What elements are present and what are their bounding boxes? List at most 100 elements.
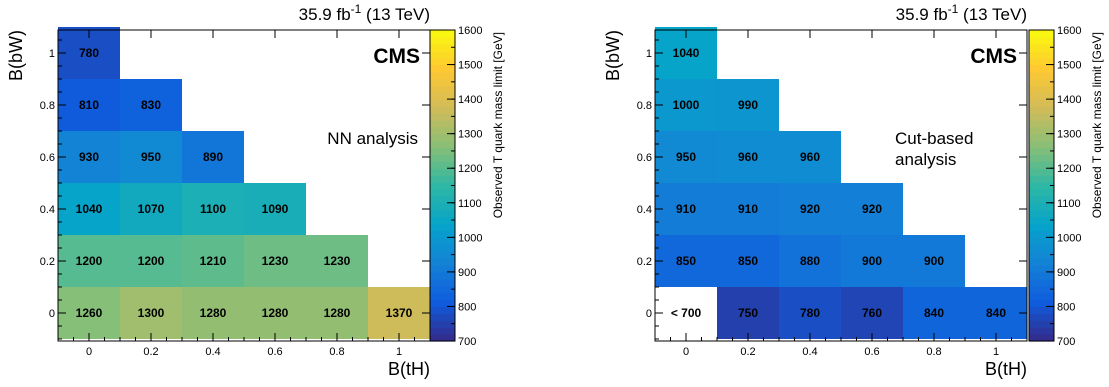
cell-label: 1200 <box>76 254 103 268</box>
colorbar-segment <box>1029 50 1054 59</box>
colorbar-segment <box>430 313 455 321</box>
heatmap-cell <box>244 183 306 235</box>
colorbar-segment <box>430 230 455 238</box>
cell-label: 920 <box>800 202 820 216</box>
cell-label: 850 <box>676 254 696 268</box>
colorbar-segment <box>430 223 455 232</box>
colorbar-segment <box>1029 188 1054 197</box>
heatmap-cell <box>120 131 182 183</box>
colorbar-segment <box>430 320 455 328</box>
cell-label: 960 <box>800 150 820 164</box>
colorbar-segment <box>430 258 455 266</box>
lumi-label: 35.9 fb-1 (13 TeV) <box>299 2 430 24</box>
colorbar-segment <box>1029 258 1054 266</box>
colorbar-segment <box>1029 182 1054 190</box>
heatmap-cell <box>655 131 717 183</box>
colorbar-segment <box>430 71 455 79</box>
colorbar-segment <box>430 334 455 342</box>
cell-label: 1280 <box>324 306 351 320</box>
cell-label: 1040 <box>76 202 103 216</box>
heatmap-cell <box>58 79 120 131</box>
cell-label: 910 <box>738 202 758 216</box>
cell-label: 1090 <box>262 202 289 216</box>
colorbar-segment <box>1029 237 1054 245</box>
colorbar-segment <box>430 126 455 135</box>
cell-label: 1040 <box>673 46 700 60</box>
heatmap-cell <box>717 131 779 183</box>
heatmap-cell <box>244 235 306 287</box>
y-tick-label: 0.8 <box>40 100 55 112</box>
colorbar-segment <box>1029 36 1054 45</box>
y-tick-label: 0.4 <box>40 204 55 216</box>
colorbar-segment <box>430 36 455 45</box>
heatmap-cell <box>717 235 779 287</box>
x-tick-label: 1 <box>993 346 999 358</box>
colorbar-segment <box>430 50 455 59</box>
x-tick-label: 0.8 <box>926 346 941 358</box>
colorbar-tick-label: 1100 <box>1057 198 1081 210</box>
lumi-energy: (13 TeV) <box>361 5 430 24</box>
heatmap-cell <box>120 79 182 131</box>
colorbar-segment <box>1029 292 1054 301</box>
cell-label: 880 <box>800 254 820 268</box>
colorbar-segment <box>430 175 455 183</box>
colorbar-segment <box>1029 168 1054 176</box>
colorbar-segment <box>1029 119 1054 128</box>
colorbar-tick-label: 1300 <box>458 129 482 141</box>
colorbar-segment <box>1029 313 1054 321</box>
colorbar-segment <box>430 147 455 155</box>
colorbar-segment <box>1029 175 1054 183</box>
heatmap-cell <box>903 287 965 339</box>
heatmap-cell <box>120 183 182 235</box>
colorbar-segment <box>1029 320 1054 328</box>
colorbar-segment <box>1029 216 1054 225</box>
cell-label: 1260 <box>76 306 103 320</box>
heatmap-cell <box>841 287 903 339</box>
colorbar-segment <box>430 182 455 190</box>
y-tick-label: 0.4 <box>637 204 652 216</box>
colorbar-segment <box>1029 327 1054 335</box>
colorbar-tick-label: 1500 <box>458 60 482 72</box>
colorbar-segment <box>1029 133 1054 142</box>
colorbar-tick-label: 700 <box>1057 336 1075 348</box>
lumi-exponent: -1 <box>948 2 959 16</box>
colorbar-segment <box>430 168 455 176</box>
heatmap-cell <box>779 131 841 183</box>
colorbar-tick-label: 1200 <box>1057 163 1081 175</box>
cms-label: CMS <box>970 45 1017 68</box>
colorbar-segment <box>1029 147 1054 155</box>
colorbar-segment <box>1029 92 1054 100</box>
y-axis-title: B(bW) <box>603 30 623 81</box>
heatmap-cell <box>306 287 368 339</box>
colorbar-segment <box>1029 202 1054 211</box>
cell-label: 990 <box>738 98 758 112</box>
colorbar-tick-label: 1600 <box>1057 25 1081 37</box>
heatmap-cell <box>306 235 368 287</box>
heatmap-cell <box>655 235 717 287</box>
cms-label: CMS <box>373 45 420 68</box>
cell-label: 1280 <box>262 306 289 320</box>
y-tick-label: 0 <box>646 308 652 320</box>
y-tick-label: 0 <box>49 308 55 320</box>
colorbar-segment <box>430 154 455 162</box>
cell-label: 920 <box>862 202 882 216</box>
colorbar-segment <box>1029 154 1054 162</box>
colorbar-segment <box>430 271 455 280</box>
colorbar-segment <box>1029 71 1054 79</box>
colorbar-tick-label: 800 <box>1057 301 1075 313</box>
colorbar-segment <box>1029 43 1054 52</box>
heatmap-cell <box>120 235 182 287</box>
cell-label: 900 <box>862 254 882 268</box>
heatmap-cell <box>182 287 244 339</box>
colorbar-segment <box>430 78 455 86</box>
colorbar-segment <box>430 140 455 149</box>
heatmap-cell <box>655 183 717 235</box>
colorbar-segment <box>1029 264 1054 273</box>
x-tick-label: 1 <box>396 346 402 358</box>
colorbar-segment <box>430 306 455 314</box>
cell-label: 750 <box>738 306 758 320</box>
y-tick-label: 0.8 <box>637 100 652 112</box>
colorbar-segment <box>430 112 455 121</box>
colorbar-segment <box>430 188 455 197</box>
